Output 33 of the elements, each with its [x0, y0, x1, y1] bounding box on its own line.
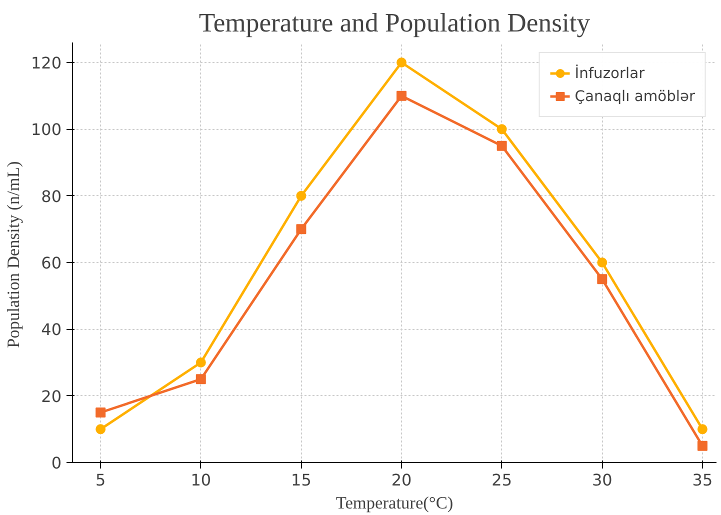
legend-label: İnfuzorlar [574, 64, 645, 82]
x-tick-label: 30 [592, 470, 612, 490]
chart-title: Temperature and Population Density [198, 8, 591, 38]
point [96, 408, 106, 418]
x-tick-label: 35 [692, 470, 713, 490]
point [296, 224, 306, 234]
point [496, 140, 507, 151]
y-tick-label: 0 [51, 454, 62, 472]
x-tick-label: 25 [492, 470, 512, 490]
x-tick-label: 20 [391, 470, 412, 490]
legend-label: Çanaqlı amöblər [574, 88, 695, 104]
y-axis-title: Population Density (n/mL) [4, 161, 23, 348]
y-tick-label: 80 [41, 186, 62, 206]
x-tick-label: 5 [95, 470, 106, 490]
point [697, 440, 708, 451]
x-tick-label: 10 [190, 470, 212, 490]
point [597, 274, 608, 284]
x-axis-title: Temperature(°C) [336, 494, 454, 512]
y-tick-label: 100 [30, 120, 62, 140]
point [196, 358, 206, 368]
point [697, 424, 708, 434]
point [296, 190, 306, 201]
point [396, 58, 407, 68]
point [196, 374, 206, 384]
y-tick-label: 60 [41, 254, 62, 272]
point [597, 258, 608, 268]
point [496, 124, 507, 134]
y-tick-label: 120 [30, 54, 62, 72]
y-tick-label: 20 [41, 386, 62, 406]
y-tick-label: 40 [41, 320, 62, 340]
x-tick-label: 15 [291, 470, 312, 490]
point [96, 424, 106, 434]
point [396, 90, 407, 101]
